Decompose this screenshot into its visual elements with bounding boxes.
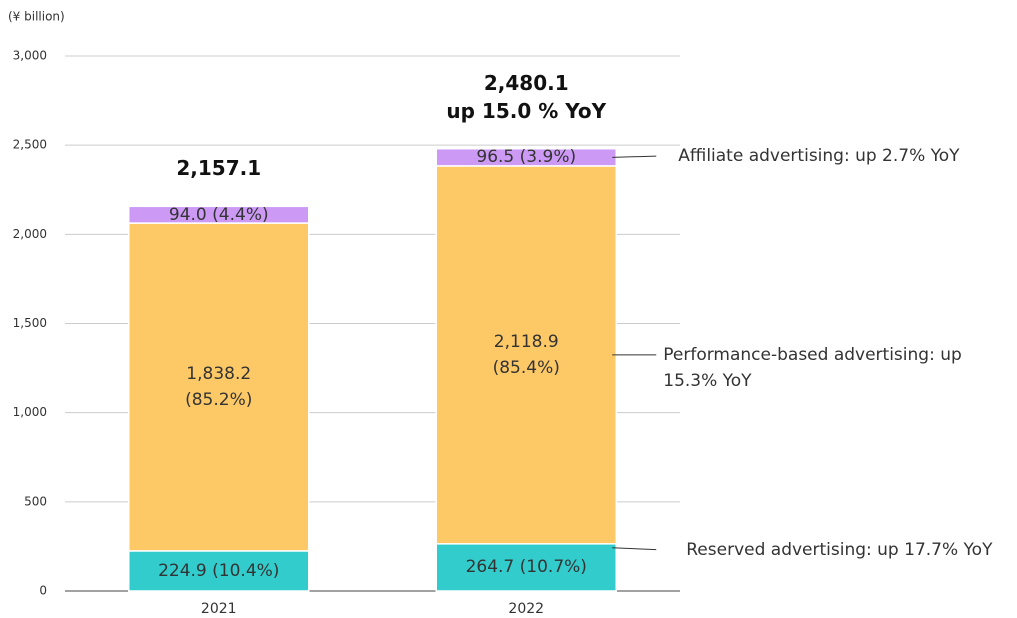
y-tick-label: 3,000 — [13, 49, 47, 63]
value-label: 224.9 (10.4%) — [158, 560, 280, 581]
value-label: 1,838.2 (85.2%) — [185, 363, 253, 410]
y-tick-label: 0 — [39, 584, 47, 598]
y-tick-label: 1,500 — [13, 316, 47, 330]
callout-line — [612, 155, 657, 158]
annotation: up 15.0 % YoY — [446, 98, 607, 123]
value-label: 264.7 (10.7%) — [465, 557, 587, 578]
x-tick-label: 2021 — [201, 601, 237, 617]
value-label: 2,118.9 (85.4%) — [492, 331, 560, 378]
total-label: 2,480.1 — [483, 70, 569, 95]
total-label: 2,157.1 — [176, 156, 262, 181]
y-tick-label: 2,500 — [13, 138, 47, 152]
x-tick-label: 2022 — [508, 601, 544, 617]
bar-segment — [435, 165, 617, 545]
callout-label: Performance-based advertising: up 15.3% … — [663, 344, 962, 391]
y-tick-label: 500 — [24, 494, 47, 508]
value-label: 94.0 (4.4%) — [168, 204, 269, 225]
callout-label: Reserved advertising: up 17.7% YoY — [686, 539, 993, 560]
y-axis-label: (¥ billion) — [8, 10, 65, 24]
callout-label: Affiliate advertising: up 2.7% YoY — [678, 146, 960, 167]
callout-line — [612, 547, 657, 551]
bar-segment — [128, 205, 310, 224]
y-tick-label: 1,000 — [13, 405, 47, 419]
y-tick-label: 2,000 — [13, 227, 47, 241]
value-label: 96.5 (3.9%) — [476, 147, 577, 168]
